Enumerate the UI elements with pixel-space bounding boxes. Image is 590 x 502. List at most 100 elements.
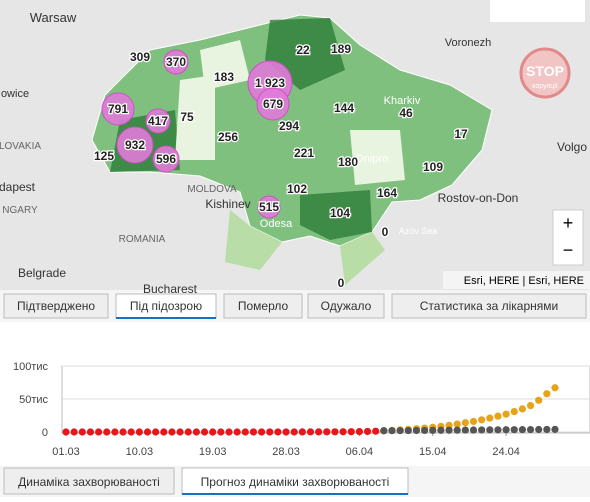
data-point [510,426,518,434]
region-count: 0 [338,276,345,290]
place-label: Belgrade [18,266,66,280]
tab[interactable] [115,293,217,319]
data-point [510,407,518,416]
region-count: 109 [423,160,443,174]
data-point [331,428,339,436]
region-count: 180 [338,155,358,169]
case-bubble [145,108,171,134]
data-point [274,428,282,436]
data-point [103,428,111,436]
attribution: Esri, HERE | Esri, HERE [464,275,584,287]
data-point [290,428,298,436]
tab-label[interactable]: Померло [238,299,289,313]
data-point [543,425,551,434]
data-point [412,426,421,435]
region-count: 125 [94,149,114,163]
attribution-bg [443,271,590,289]
stamp-text: STOP [526,63,564,79]
region-count: 75 [180,110,194,124]
place-label: Rostov-on-Don [438,191,519,205]
tab-label[interactable]: Під підозрою [130,299,202,313]
tab-label[interactable]: Статистика за лікарнями [420,299,558,313]
region-count: 221 [294,146,314,160]
tab[interactable] [391,293,587,319]
region-count: 183 [214,70,234,84]
region-count: 596 [156,152,176,166]
data-point [461,426,469,434]
data-point [526,402,535,410]
zoom-in[interactable]: + [563,213,574,233]
stamp: STOP корупції [519,47,571,99]
toolbar[interactable] [490,0,585,22]
case-bubble [257,195,281,219]
chart-bg [0,338,590,466]
data-point [478,426,486,434]
region-count: 189 [331,42,351,56]
ukraine [91,14,493,247]
bottom-tab[interactable] [3,467,175,495]
data-point [478,416,486,424]
data-point [152,428,160,436]
place-label: Odesa [260,218,293,230]
zoom-control[interactable] [552,209,584,266]
x-tick-label: 28.03 [272,446,300,458]
place-label: Volgo [557,140,587,154]
data-point [86,428,95,436]
data-point [315,428,323,436]
region-count: 679 [263,97,283,111]
data-point [518,405,527,413]
region-count: 1 923 [255,76,285,90]
region-count: 102 [287,182,307,196]
data-point [453,420,461,428]
data-point [445,426,453,434]
place-label: dapest [0,180,36,194]
place-label: owice [1,88,29,100]
tab[interactable] [307,293,385,319]
data-point [388,427,396,435]
region-count: 144 [334,101,354,115]
place-label: NGARY [2,205,38,216]
data-point [380,427,388,435]
data-point [225,428,233,436]
south-regions [225,210,385,285]
data-point [192,428,200,436]
case-bubble [256,87,290,121]
data-point [78,428,86,436]
tab-label[interactable]: Підтверджено [17,299,95,313]
data-point [168,428,176,436]
data-point [339,428,347,436]
place-label: MOLDOVA [187,184,237,195]
data-point [486,426,494,434]
data-point [119,428,127,436]
region-count: 370 [166,55,186,69]
region-count: 932 [125,138,145,152]
place-label: Dnipro [356,153,388,165]
data-point [306,428,315,436]
data-point [241,428,249,436]
tab[interactable] [3,293,109,319]
data-point [233,428,241,436]
place-label: ROMANIA [119,234,166,245]
data-point [421,426,429,435]
case-bubble [152,145,180,173]
data-point [437,426,445,434]
data-point [258,428,266,436]
bottom-tab[interactable] [181,467,409,495]
data-point [95,428,103,436]
data-point [323,428,331,436]
bottom-tab-label[interactable]: Динаміка захворюваності [18,475,160,489]
case-bubble [163,49,189,75]
region-count: 256 [218,130,238,144]
tab-label[interactable]: Одужало [321,299,372,313]
data-point [298,428,306,436]
bottom-tab-label[interactable]: Прогноз динаміки захворюваності [201,475,390,489]
place-label: LOVAKIA [0,141,41,152]
case-bubble [116,126,154,164]
data-point [461,419,469,427]
y-tick-label: 100тис [13,361,49,373]
tab[interactable] [223,293,303,319]
data-point [535,425,543,434]
data-point [70,428,78,436]
region-count: 104 [330,206,350,220]
zoom-out[interactable]: − [563,240,574,260]
